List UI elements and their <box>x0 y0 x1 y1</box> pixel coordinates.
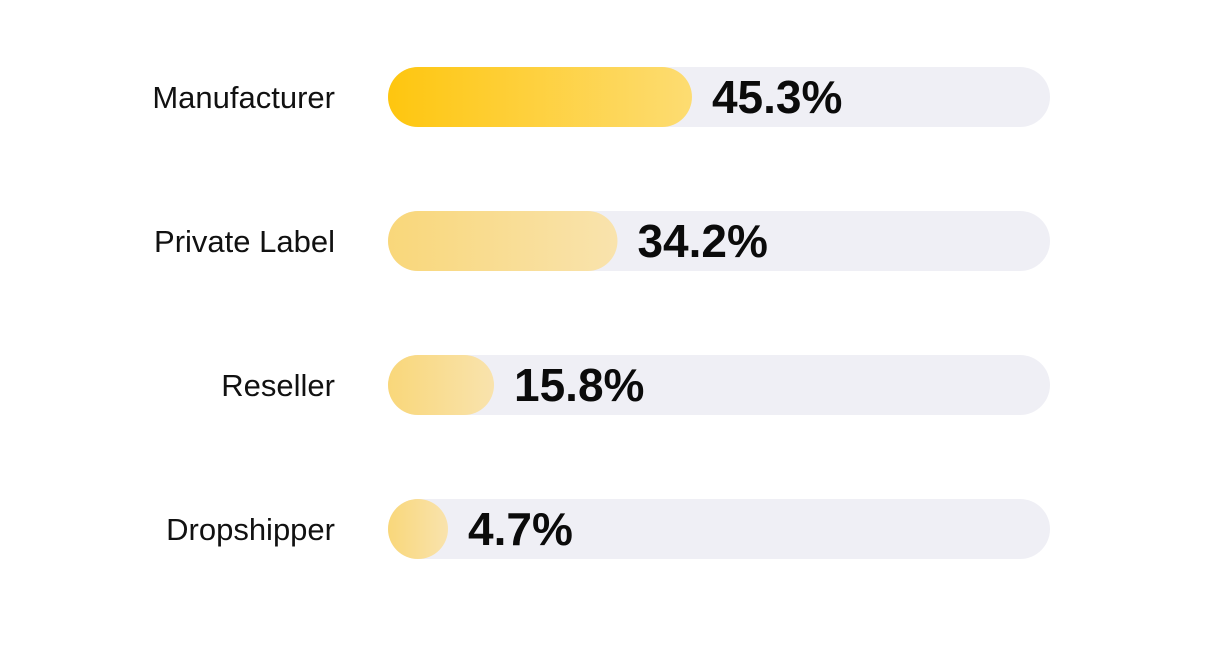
value-label: 45.3% <box>712 71 842 123</box>
bar-row: Reseller 15.8% <box>221 355 1050 415</box>
category-label: Private Label <box>154 224 335 259</box>
bar-fill <box>388 211 618 271</box>
value-label: 34.2% <box>637 215 767 267</box>
value-label: 4.7% <box>468 503 573 555</box>
bar-fill <box>388 499 448 559</box>
bar-rows: Manufacturer 45.3% Private Label 34.2% Resel… <box>152 67 1050 559</box>
bar-track <box>388 499 1050 559</box>
bar-track <box>388 355 1050 415</box>
value-label: 15.8% <box>514 359 644 411</box>
bar-row: Dropshipper 4.7% <box>166 499 1050 559</box>
bar-fill <box>388 355 495 415</box>
category-label: Dropshipper <box>166 512 335 547</box>
bar-fill <box>388 67 692 127</box>
category-label: Manufacturer <box>152 80 335 115</box>
bar-row: Manufacturer 45.3% <box>152 67 1050 127</box>
category-label: Reseller <box>221 368 335 403</box>
bar-row: Private Label 34.2% <box>154 211 1050 271</box>
